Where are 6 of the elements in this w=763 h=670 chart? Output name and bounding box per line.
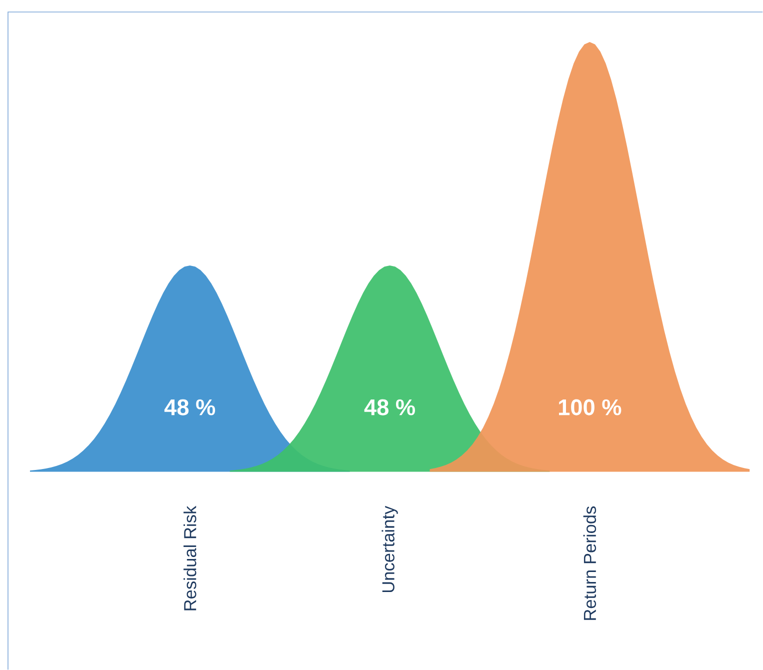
category-label: Uncertainty [382, 506, 398, 592]
data-label: 48 % [364, 399, 415, 416]
data-label: 100 % [559, 399, 622, 416]
category-label: Residual Risk [184, 506, 196, 610]
data-label: 48 % [164, 399, 216, 416]
category-label: Return Periods [583, 506, 596, 620]
